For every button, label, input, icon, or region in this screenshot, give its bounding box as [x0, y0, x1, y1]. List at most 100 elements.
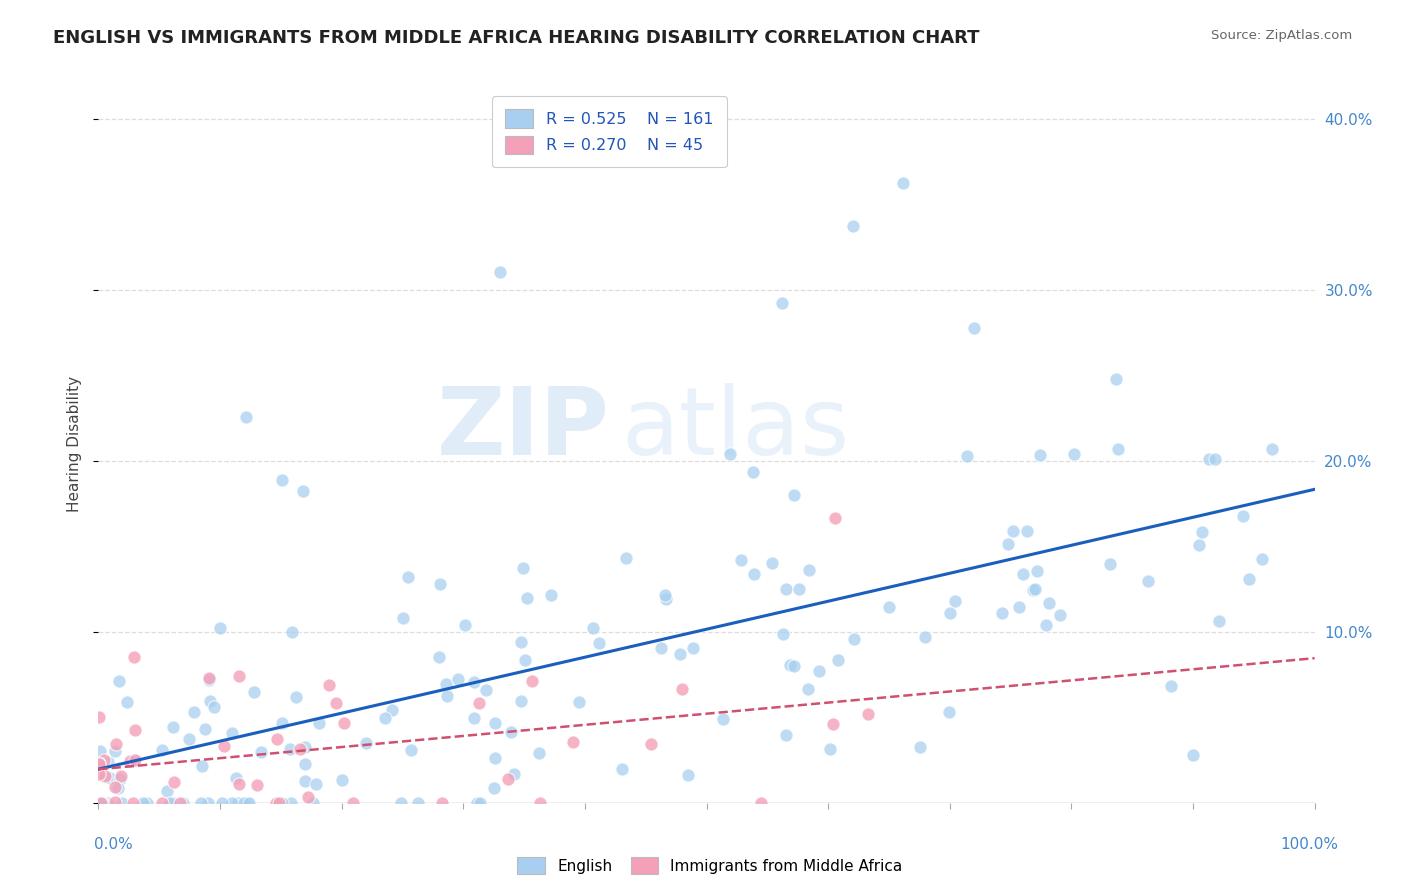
Point [191, 758, 214, 772]
Text: ZIP: ZIP [436, 384, 609, 475]
Point [269, 796, 291, 810]
Point [89, 796, 111, 810]
Point [1098, 558, 1121, 572]
Point [436, 689, 458, 703]
Point [562, 735, 585, 749]
Point [588, 636, 610, 650]
Point [429, 577, 451, 591]
Point [117, 695, 139, 709]
Point [614, 551, 637, 566]
Point [807, 665, 830, 679]
Point [136, 796, 159, 810]
Point [761, 556, 783, 570]
Point [280, 796, 302, 810]
Legend: R = 0.525    N = 161, R = 0.270    N = 45: R = 0.525 N = 161, R = 0.270 N = 45 [492, 96, 727, 167]
Point [108, 674, 131, 689]
Point [682, 641, 704, 656]
Point [107, 780, 129, 795]
Point [510, 635, 533, 649]
Point [225, 771, 247, 785]
Point [582, 621, 605, 635]
Point [246, 778, 269, 792]
Point [783, 488, 806, 502]
Point [190, 796, 212, 810]
Point [183, 706, 205, 720]
Point [463, 675, 485, 690]
Point [103, 780, 125, 794]
Point [711, 712, 734, 726]
Point [1035, 617, 1057, 632]
Point [1104, 372, 1126, 386]
Point [484, 715, 506, 730]
Point [392, 611, 415, 625]
Point [333, 716, 356, 731]
Point [389, 796, 412, 810]
Point [104, 744, 127, 758]
Point [841, 219, 863, 233]
Point [179, 731, 201, 746]
Point [436, 677, 458, 691]
Point [427, 649, 450, 664]
Point [150, 742, 173, 756]
Point [529, 746, 551, 760]
Point [956, 449, 979, 463]
Legend: English, Immigrants from Middle Africa: English, Immigrants from Middle Africa [512, 851, 908, 880]
Point [132, 796, 155, 810]
Point [503, 766, 526, 780]
Point [212, 739, 235, 753]
Point [516, 591, 538, 605]
Point [671, 681, 693, 696]
Point [110, 769, 132, 783]
Text: Source: ZipAtlas.com: Source: ZipAtlas.com [1212, 29, 1353, 42]
Point [193, 722, 215, 736]
Point [122, 796, 145, 810]
Point [197, 673, 219, 688]
Point [105, 737, 128, 751]
Point [221, 796, 243, 810]
Point [991, 606, 1014, 620]
Point [111, 796, 134, 810]
Point [1204, 452, 1226, 467]
Point [221, 726, 243, 740]
Point [271, 716, 294, 731]
Point [799, 563, 821, 577]
Point [318, 678, 340, 692]
Point [235, 410, 257, 425]
Point [1208, 614, 1230, 628]
Point [292, 483, 315, 498]
Point [381, 703, 404, 717]
Point [824, 510, 846, 524]
Point [827, 653, 849, 667]
Point [1038, 596, 1060, 610]
Point [330, 773, 353, 788]
Point [484, 750, 506, 764]
Point [1029, 449, 1052, 463]
Point [908, 739, 931, 754]
Point [1261, 442, 1284, 457]
Point [1063, 447, 1085, 461]
Point [498, 772, 520, 786]
Point [1182, 747, 1205, 762]
Point [1107, 442, 1129, 457]
Point [568, 695, 591, 709]
Point [939, 607, 962, 621]
Point [468, 796, 491, 810]
Point [342, 796, 364, 810]
Point [396, 570, 419, 584]
Point [211, 796, 233, 810]
Point [198, 694, 221, 708]
Point [879, 599, 901, 614]
Point [775, 728, 797, 742]
Point [308, 716, 330, 731]
Point [267, 796, 290, 810]
Point [290, 742, 312, 756]
Point [1026, 564, 1049, 578]
Point [513, 653, 536, 667]
Point [406, 796, 429, 810]
Point [1024, 582, 1046, 597]
Point [169, 796, 191, 810]
Point [540, 588, 562, 602]
Point [501, 725, 523, 739]
Point [856, 707, 879, 722]
Point [197, 796, 219, 810]
